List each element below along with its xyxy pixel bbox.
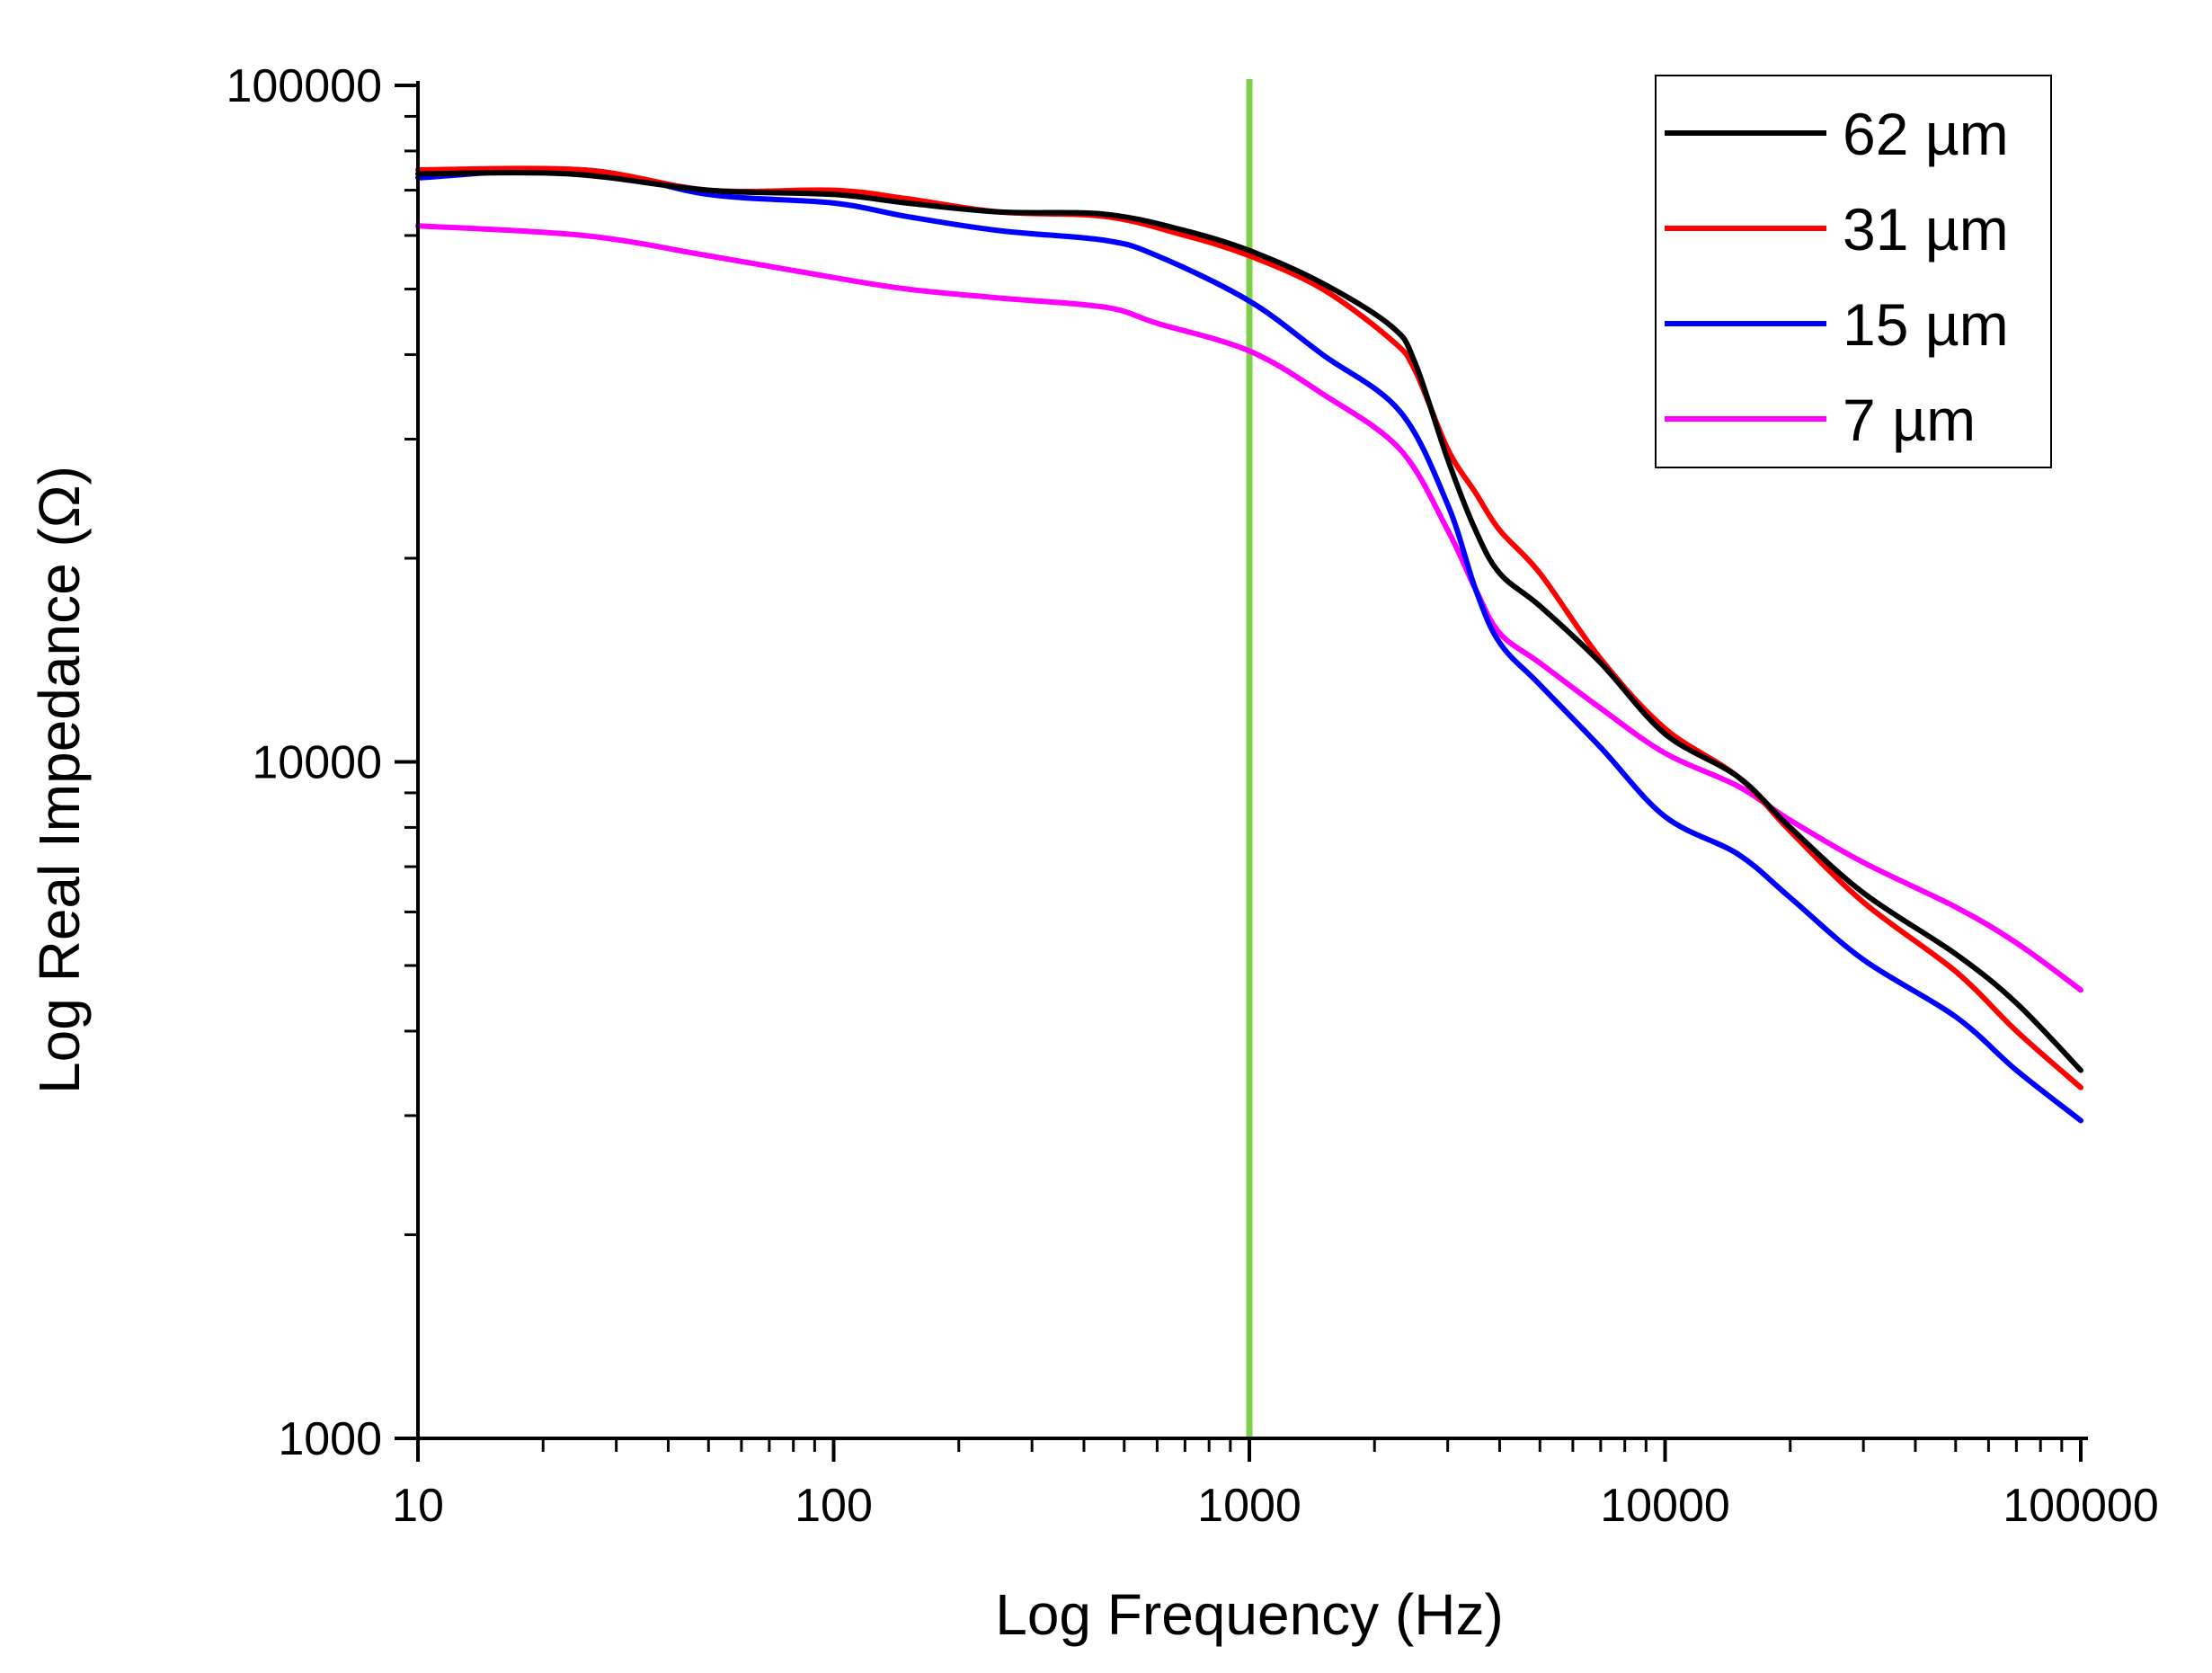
- x-tick-label: 10: [392, 1480, 444, 1532]
- legend-label-62-m: 62 µm: [1843, 101, 2009, 167]
- series-line-62-m: [415, 170, 2083, 1073]
- y-tick-label: 100000: [226, 60, 382, 112]
- legend-label-31-m: 31 µm: [1843, 196, 2009, 263]
- x-axis-title: Log Frequency (Hz): [995, 1582, 1504, 1647]
- x-tick-label: 100: [795, 1480, 873, 1532]
- x-axis-ticks: 10 100 1000 10000 100000: [392, 1438, 2159, 1532]
- y-axis-title: Log Real Impedance (Ω): [27, 466, 92, 1094]
- x-tick-label: 100000: [2003, 1480, 2159, 1532]
- x-tick-label: 1000: [1197, 1480, 1301, 1532]
- y-tick-label: 10000: [252, 737, 382, 789]
- legend-box: [1655, 75, 2052, 468]
- series-group: [415, 165, 2083, 1124]
- series-line-15-m: [415, 166, 2083, 1124]
- y-axis-ticks: 1000 10000 100000: [226, 60, 418, 1465]
- series-line-7-m: [415, 223, 2083, 993]
- legend: 62 µm 31 µm 15 µm 7 µm: [1655, 75, 2052, 468]
- x-tick-label: 10000: [1600, 1480, 1730, 1532]
- plot-area: [415, 79, 2083, 1438]
- y-tick-label: 1000: [278, 1413, 382, 1465]
- legend-label-15-m: 15 µm: [1843, 291, 2009, 358]
- legend-label-7-m: 7 µm: [1843, 387, 1976, 453]
- legend-items: 62 µm 31 µm 15 µm 7 µm: [1665, 101, 2009, 453]
